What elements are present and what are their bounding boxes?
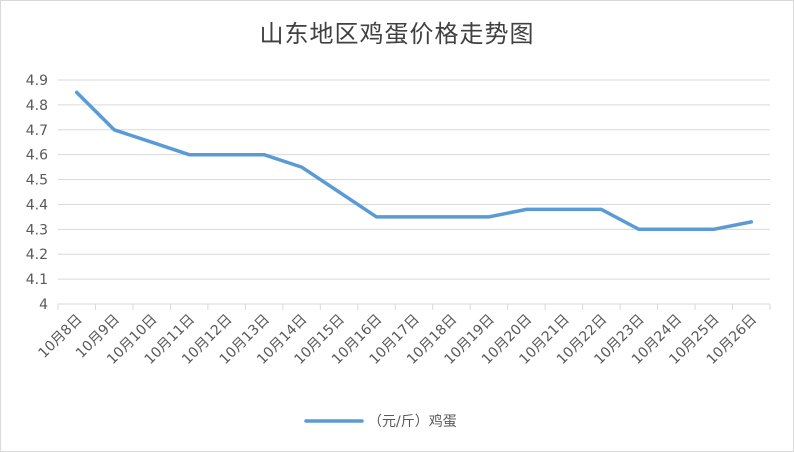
data-point bbox=[150, 141, 153, 144]
x-axis-ticks: 10月8日10月9日10月10日10月11日10月12日10月13日10月14日… bbox=[36, 312, 761, 368]
data-point bbox=[675, 228, 678, 231]
data-point bbox=[450, 215, 453, 218]
y-tick-label: 4.5 bbox=[26, 173, 48, 189]
y-tick-label: 4.3 bbox=[26, 222, 48, 238]
data-point bbox=[413, 215, 416, 218]
y-tick-label: 4.1 bbox=[26, 272, 48, 288]
data-point bbox=[225, 153, 228, 156]
data-point bbox=[75, 91, 78, 94]
series-layer bbox=[74, 90, 754, 232]
data-point bbox=[338, 191, 341, 194]
legend-label: （元/斤）鸡蛋 bbox=[368, 413, 457, 430]
y-tick-label: 4.4 bbox=[26, 197, 48, 213]
y-tick-label: 4.9 bbox=[26, 73, 48, 89]
data-point bbox=[263, 153, 266, 156]
y-tick-label: 4.2 bbox=[26, 247, 48, 263]
y-axis-ticks: 4 4.1 4.2 4.3 4.4 4.5 4.6 4.7 4.8 4.9 bbox=[26, 73, 48, 313]
y-tick-label: 4.8 bbox=[26, 98, 48, 114]
data-point bbox=[750, 220, 753, 223]
x-axis bbox=[57, 303, 771, 310]
series-line-0 bbox=[74, 90, 754, 232]
y-tick-label: 4 bbox=[39, 297, 48, 313]
legend: （元/斤）鸡蛋 bbox=[304, 413, 457, 430]
data-point bbox=[188, 153, 191, 156]
data-point bbox=[712, 228, 715, 231]
chart-title: 山东地区鸡蛋价格走势图 bbox=[259, 20, 535, 48]
gridlines bbox=[58, 79, 770, 280]
data-point bbox=[562, 208, 565, 211]
data-point bbox=[600, 208, 603, 211]
y-tick-label: 4.7 bbox=[26, 123, 48, 139]
data-point bbox=[113, 128, 116, 131]
data-point bbox=[487, 215, 490, 218]
data-point bbox=[637, 228, 640, 231]
data-point bbox=[525, 208, 528, 211]
data-point bbox=[300, 166, 303, 169]
y-tick-label: 4.6 bbox=[26, 148, 48, 164]
data-point bbox=[375, 215, 378, 218]
